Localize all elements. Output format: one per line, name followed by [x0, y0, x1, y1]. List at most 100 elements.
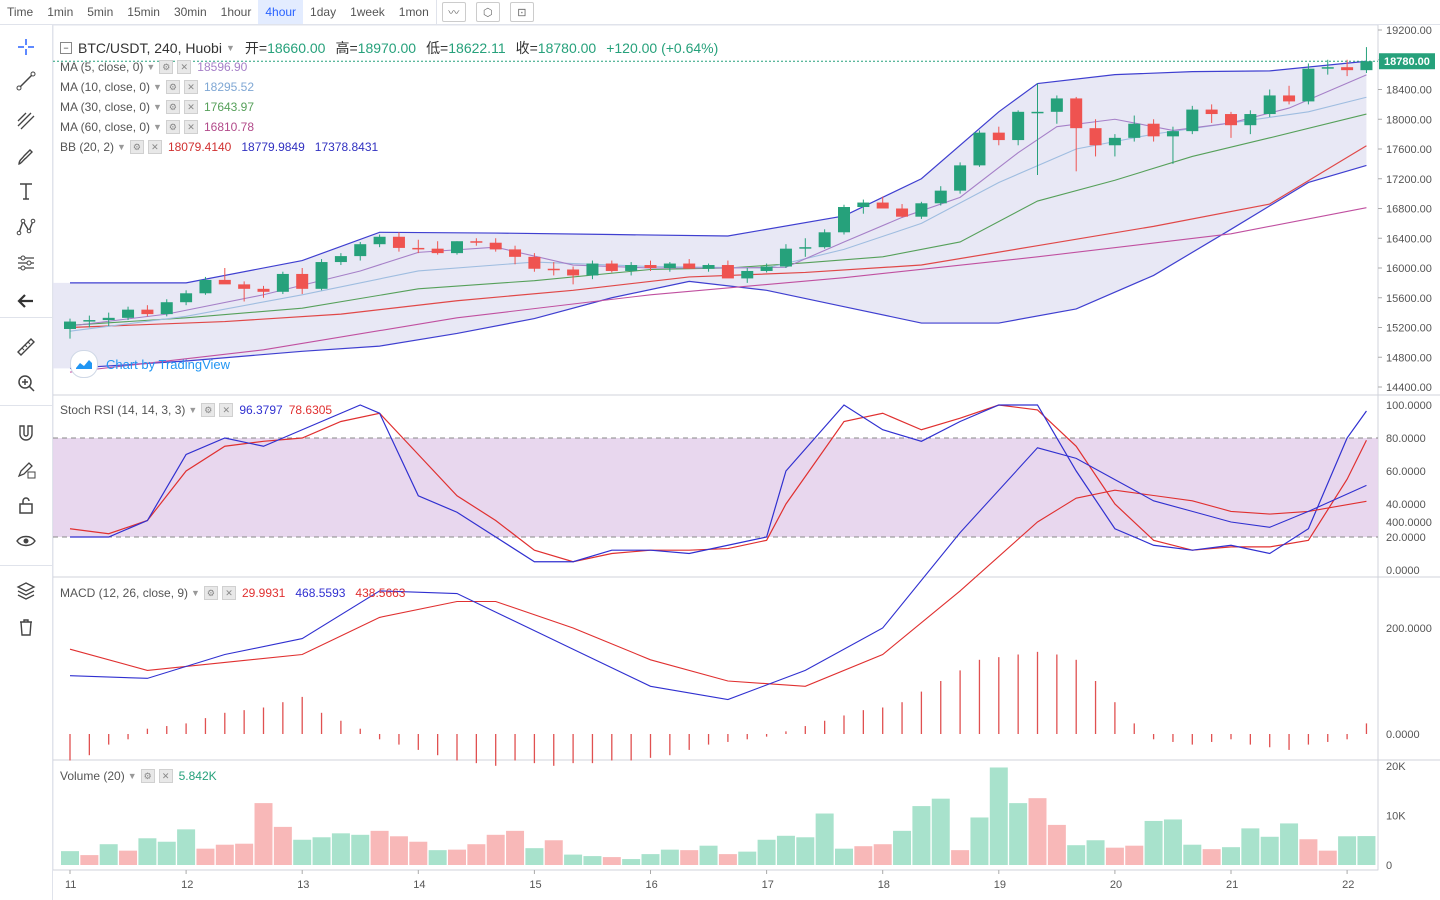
- back-arrow-icon[interactable]: [10, 287, 42, 315]
- layers-icon[interactable]: [10, 577, 42, 605]
- chevron-down-icon[interactable]: ▼: [188, 405, 198, 415]
- timeframe-time[interactable]: Time: [7, 5, 34, 19]
- eye-icon[interactable]: [10, 527, 42, 555]
- brush-icon[interactable]: [10, 143, 42, 171]
- gear-icon[interactable]: ⚙: [159, 60, 174, 74]
- candle-body: [973, 132, 986, 166]
- chevron-down-icon[interactable]: ▼: [191, 588, 200, 598]
- legend-volume[interactable]: Volume (20) ▼ ⚙ ✕ 5.842K: [60, 769, 217, 783]
- sidebar-divider: [0, 405, 52, 406]
- ma5-name: MA (5, close, 0): [60, 60, 144, 74]
- price-tick-label: 16400.00: [1386, 233, 1432, 245]
- timeframe-1week[interactable]: 1week: [350, 5, 385, 19]
- text-icon[interactable]: [10, 177, 42, 205]
- close-icon[interactable]: ✕: [183, 80, 198, 94]
- volume-bar: [989, 767, 1008, 865]
- lock-draw-icon[interactable]: [10, 455, 42, 483]
- screenshot-icon[interactable]: ⊡: [509, 2, 534, 22]
- lock-icon[interactable]: [10, 491, 42, 519]
- fib-icon[interactable]: [10, 107, 42, 135]
- legend-bb[interactable]: BB (20, 2) ▼ ⚙ ✕ 18079.4140 18779.9849 173…: [60, 140, 378, 154]
- price-tick-label: 14400.00: [1386, 382, 1432, 394]
- close-icon[interactable]: ✕: [147, 140, 162, 154]
- timeframe-4hour[interactable]: 4hour: [258, 0, 304, 24]
- legend-macd[interactable]: MACD (12, 26, close, 9) ▼ ⚙ ✕ 29.9931 468.…: [60, 586, 405, 600]
- magnet-icon[interactable]: [10, 419, 42, 447]
- close-icon[interactable]: ✕: [158, 769, 173, 783]
- volume-bar: [1009, 803, 1028, 865]
- close-icon[interactable]: ✕: [219, 403, 234, 417]
- chevron-down-icon[interactable]: ▼: [153, 122, 162, 132]
- chevron-down-icon[interactable]: ▼: [146, 62, 156, 72]
- candle-body: [547, 268, 560, 271]
- gear-icon[interactable]: ⚙: [203, 586, 218, 600]
- crosshair-icon[interactable]: [10, 33, 42, 61]
- volume-bar: [1125, 845, 1144, 865]
- timeframe-1hour[interactable]: 1hour: [220, 5, 252, 19]
- timeframe-toolbar: Time 1min 5min 15min 30min 1hour 4hour 1day 1wee…: [0, 0, 1440, 25]
- close-icon[interactable]: ✕: [221, 586, 236, 600]
- candle-body: [857, 202, 870, 208]
- close-icon[interactable]: ✕: [183, 100, 198, 114]
- price-tick-label: 15600.00: [1386, 293, 1432, 305]
- legend-ma10[interactable]: MA (10, close, 0) ▼ ⚙ ✕ 18295.52: [60, 80, 254, 94]
- price-tick-label: 14800.00: [1386, 352, 1432, 364]
- candle-body: [954, 165, 967, 191]
- candle-body: [509, 249, 522, 257]
- candle-body: [1050, 98, 1063, 112]
- legend-ma60[interactable]: MA (60, close, 0) ▼ ⚙ ✕ 16810.78: [60, 120, 254, 134]
- timeframe-30min[interactable]: 30min: [173, 5, 207, 19]
- candle-body: [838, 207, 850, 233]
- collapse-icon[interactable]: −: [60, 42, 72, 54]
- legend-ma5[interactable]: MA (5, close, 0) ▼ ⚙ ✕ 18596.90: [60, 60, 247, 74]
- chevron-down-icon[interactable]: ▼: [127, 771, 137, 781]
- candle-body: [721, 265, 734, 279]
- close-icon[interactable]: ✕: [183, 120, 198, 134]
- volume-bar: [215, 844, 234, 865]
- chevron-down-icon[interactable]: ▼: [117, 142, 126, 152]
- timeframe-15min[interactable]: 15min: [127, 5, 160, 19]
- gear-icon[interactable]: ⚙: [165, 100, 180, 114]
- chevron-down-icon[interactable]: ▼: [225, 43, 235, 53]
- line-chart-icon[interactable]: 〰: [441, 2, 466, 22]
- stoch-tick-label: 100.0000: [1386, 400, 1432, 412]
- pattern-icon[interactable]: [10, 213, 42, 241]
- prediction-icon[interactable]: [10, 249, 42, 277]
- volume-bar: [680, 850, 699, 865]
- ohlc-legend: − BTC/USDT, 240, Huobi ▼ 开= 18660.00 高= 18…: [60, 38, 718, 58]
- hexagon-settings-icon[interactable]: ⬡: [475, 2, 500, 22]
- gear-icon[interactable]: ⚙: [129, 140, 144, 154]
- volume-bar: [119, 850, 138, 865]
- timeframe-5min[interactable]: 5min: [87, 5, 114, 19]
- timeframe-1mon[interactable]: 1mon: [398, 5, 429, 19]
- volume-bar: [1163, 819, 1182, 865]
- timeframe-1day[interactable]: 1day: [310, 5, 337, 19]
- gear-icon[interactable]: ⚙: [140, 769, 155, 783]
- price-tick-label: 15200.00: [1386, 323, 1432, 335]
- trash-icon[interactable]: [10, 613, 42, 641]
- tradingview-watermark[interactable]: Chart by TradingView: [70, 350, 230, 378]
- volume-bar: [1202, 849, 1221, 865]
- volume-bar: [448, 849, 466, 865]
- ruler-icon[interactable]: [10, 333, 42, 361]
- gear-icon[interactable]: ⚙: [165, 120, 180, 134]
- gear-icon[interactable]: ⚙: [165, 80, 180, 94]
- close-icon[interactable]: ✕: [177, 60, 192, 74]
- stoch-band-fill: [53, 438, 1378, 537]
- timeframe-1min[interactable]: 1min: [47, 5, 74, 19]
- current-price-tag: [1379, 53, 1435, 70]
- legend-ma30[interactable]: MA (30, close, 0) ▼ ⚙ ✕ 17643.97: [60, 100, 254, 114]
- volume-bar: [273, 826, 292, 865]
- trend-line-icon[interactable]: [10, 67, 42, 95]
- stoch-k-value: 96.3797: [239, 403, 283, 417]
- gear-icon[interactable]: ⚙: [201, 403, 216, 417]
- chevron-down-icon[interactable]: ▼: [153, 102, 162, 112]
- volume-bar: [1280, 823, 1299, 865]
- candle-body: [1186, 109, 1199, 132]
- candle-body: [644, 265, 657, 268]
- legend-stoch-rsi[interactable]: Stoch RSI (14, 14, 3, 3) ▼ ⚙ ✕ 96.3797 78.…: [60, 403, 332, 417]
- zoom-icon[interactable]: [10, 369, 42, 397]
- symbol-label[interactable]: BTC/USDT, 240, Huobi: [78, 40, 222, 56]
- chevron-down-icon[interactable]: ▼: [153, 82, 162, 92]
